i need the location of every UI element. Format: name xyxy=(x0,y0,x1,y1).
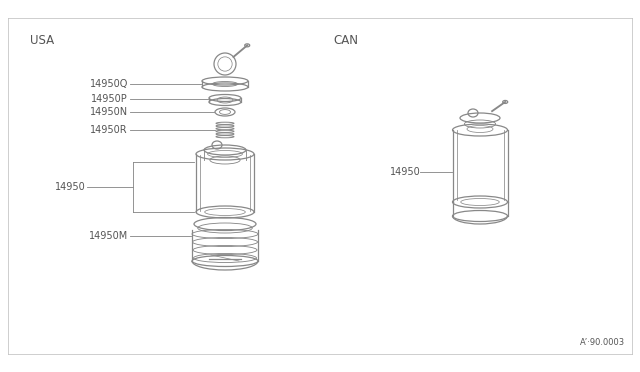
Text: 14950Q: 14950Q xyxy=(90,79,128,89)
Text: 14950: 14950 xyxy=(390,167,420,177)
Text: CAN: CAN xyxy=(333,33,358,46)
Text: USA: USA xyxy=(30,33,54,46)
Text: 14950N: 14950N xyxy=(90,107,128,117)
Text: 14950M: 14950M xyxy=(89,231,128,241)
Text: 14950P: 14950P xyxy=(92,94,128,104)
Text: 14950: 14950 xyxy=(55,182,86,192)
Text: A’·90.0003: A’·90.0003 xyxy=(580,338,625,347)
Text: 14950R: 14950R xyxy=(90,125,128,135)
